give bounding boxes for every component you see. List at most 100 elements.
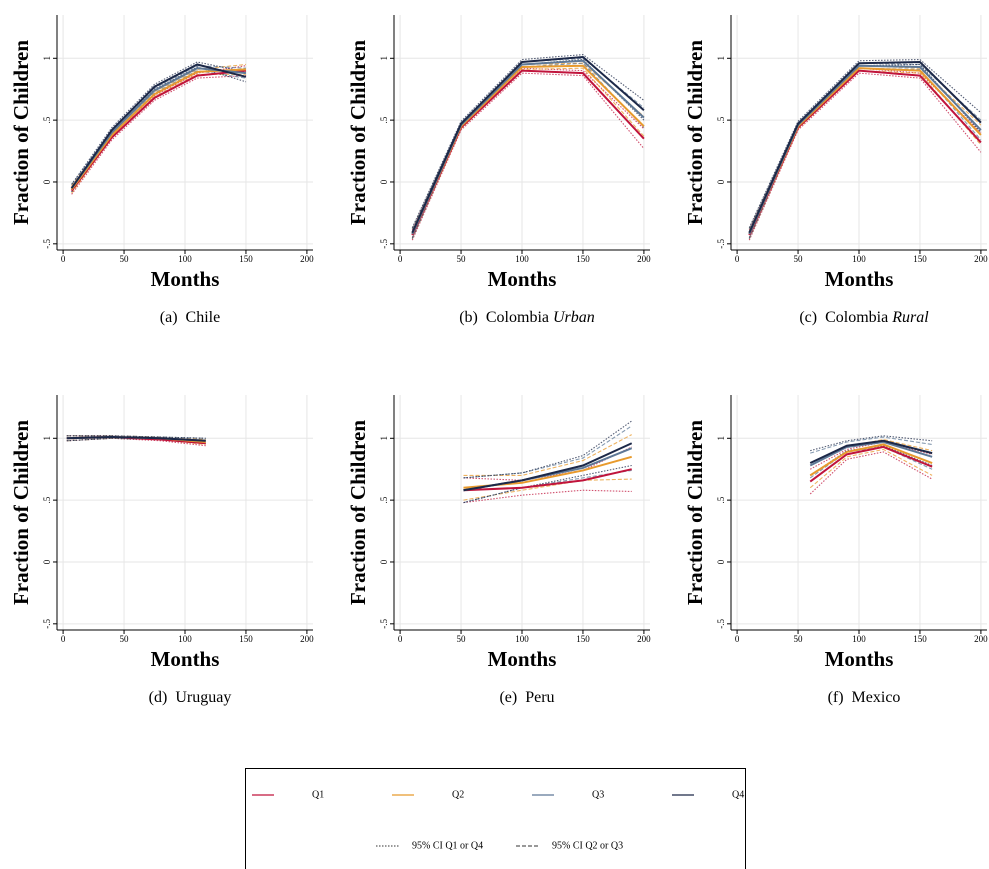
legend-label: Q4 xyxy=(732,789,744,800)
x-tick-label: 150 xyxy=(576,254,590,264)
ci-line xyxy=(810,435,933,452)
y-tick-label: 1 xyxy=(379,56,389,61)
series-line xyxy=(463,442,633,492)
series-line xyxy=(809,440,933,467)
x-tick-label: 200 xyxy=(637,634,651,644)
y-tick-label: 0 xyxy=(379,559,389,564)
x-tick-label: 150 xyxy=(239,254,253,264)
y-axis-label: Fraction of Children xyxy=(9,420,33,605)
x-tick-label: 100 xyxy=(178,634,192,644)
ci-line xyxy=(809,448,933,489)
y-tick-label: .5 xyxy=(379,496,389,503)
legend-label: 95% CI Q1 or Q4 xyxy=(412,840,483,851)
y-axis-label: Fraction of Children xyxy=(683,40,707,225)
y-tick-label: -.5 xyxy=(379,618,389,628)
x-axis-label: Months xyxy=(825,647,894,671)
y-tick-label: 1 xyxy=(716,56,726,61)
ci-line xyxy=(809,446,933,479)
x-tick-label: 0 xyxy=(398,254,403,264)
ci-line xyxy=(748,58,982,228)
ci-line xyxy=(411,62,645,230)
y-axis-label: Fraction of Children xyxy=(683,420,707,605)
ci-line xyxy=(71,63,247,187)
y-tick-label: .5 xyxy=(379,116,389,123)
x-tick-label: 50 xyxy=(794,634,804,644)
ci-line xyxy=(71,66,247,193)
y-tick-label: .5 xyxy=(716,496,726,503)
ci-line xyxy=(463,478,632,501)
x-tick-label: 150 xyxy=(913,634,927,644)
caption-italic: Urban xyxy=(553,309,595,326)
caption-tag: (f) xyxy=(828,689,844,706)
y-tick-label: 0 xyxy=(42,179,52,184)
caption: (c) Colombia Rural xyxy=(799,309,929,326)
ci-line xyxy=(66,435,206,439)
y-tick-label: -.5 xyxy=(42,238,52,248)
y-tick-label: 1 xyxy=(716,436,726,441)
ci-line xyxy=(463,420,633,479)
caption-italic: Rural xyxy=(891,309,929,326)
y-tick-label: 0 xyxy=(379,179,389,184)
x-tick-label: 100 xyxy=(852,634,866,644)
x-tick-label: 50 xyxy=(794,254,804,264)
x-axis-label: Months xyxy=(825,267,894,291)
y-tick-label: .5 xyxy=(42,116,52,123)
x-tick-label: 150 xyxy=(576,634,590,644)
y-axis-label: Fraction of Children xyxy=(9,40,33,225)
series-line xyxy=(70,63,247,189)
y-axis-label: Fraction of Children xyxy=(346,420,370,605)
ci-line xyxy=(463,464,632,504)
y-tick-label: .5 xyxy=(716,116,726,123)
series-line xyxy=(809,439,933,464)
x-tick-label: 50 xyxy=(120,254,130,264)
y-tick-label: 1 xyxy=(379,436,389,441)
y-tick-label: .5 xyxy=(42,496,52,503)
legend-box xyxy=(245,768,746,869)
y-tick-label: -.5 xyxy=(42,618,52,628)
caption-tag: (a) xyxy=(160,309,178,326)
y-tick-label: -.5 xyxy=(716,618,726,628)
ci-line xyxy=(411,54,645,228)
x-axis-label: Months xyxy=(488,647,557,671)
x-tick-label: 100 xyxy=(852,254,866,264)
series-line xyxy=(809,443,933,477)
caption: (a) Chile xyxy=(160,309,220,326)
x-tick-label: 200 xyxy=(637,254,651,264)
y-tick-label: 1 xyxy=(42,56,52,61)
x-tick-label: 200 xyxy=(300,634,314,644)
caption: (f) Mexico xyxy=(828,689,901,706)
caption-tag: (d) xyxy=(149,689,168,706)
x-tick-label: 100 xyxy=(178,254,192,264)
y-tick-label: -.5 xyxy=(379,238,389,248)
series-line xyxy=(66,436,206,442)
caption: (b) Colombia Urban xyxy=(459,309,595,326)
x-tick-label: 50 xyxy=(457,634,467,644)
x-axis-label: Months xyxy=(151,647,220,671)
series-line xyxy=(411,64,645,235)
caption-tag: (c) xyxy=(799,309,817,326)
legend-label: Q3 xyxy=(592,789,604,800)
series-line xyxy=(748,60,982,234)
legend-label: Q1 xyxy=(312,789,324,800)
caption-text: Colombia xyxy=(825,309,888,326)
caption-text: Uruguay xyxy=(175,689,231,706)
x-axis-label: Months xyxy=(488,267,557,291)
ci-line xyxy=(71,61,247,185)
y-axis-label: Fraction of Children xyxy=(346,40,370,225)
x-tick-label: 0 xyxy=(61,254,66,264)
legend-label: 95% CI Q2 or Q3 xyxy=(552,840,623,851)
x-tick-label: 200 xyxy=(300,254,314,264)
ci-line xyxy=(809,451,933,495)
ci-line xyxy=(463,489,632,504)
ci-line xyxy=(748,65,982,230)
y-tick-label: 1 xyxy=(42,436,52,441)
x-tick-label: 0 xyxy=(735,254,740,264)
x-tick-label: 150 xyxy=(913,254,927,264)
caption-text: Colombia xyxy=(486,309,549,326)
series-line xyxy=(809,445,933,483)
caption-text: Chile xyxy=(186,309,221,326)
x-tick-label: 150 xyxy=(239,634,253,644)
caption: (d) Uruguay xyxy=(149,689,232,706)
x-tick-label: 100 xyxy=(515,634,529,644)
